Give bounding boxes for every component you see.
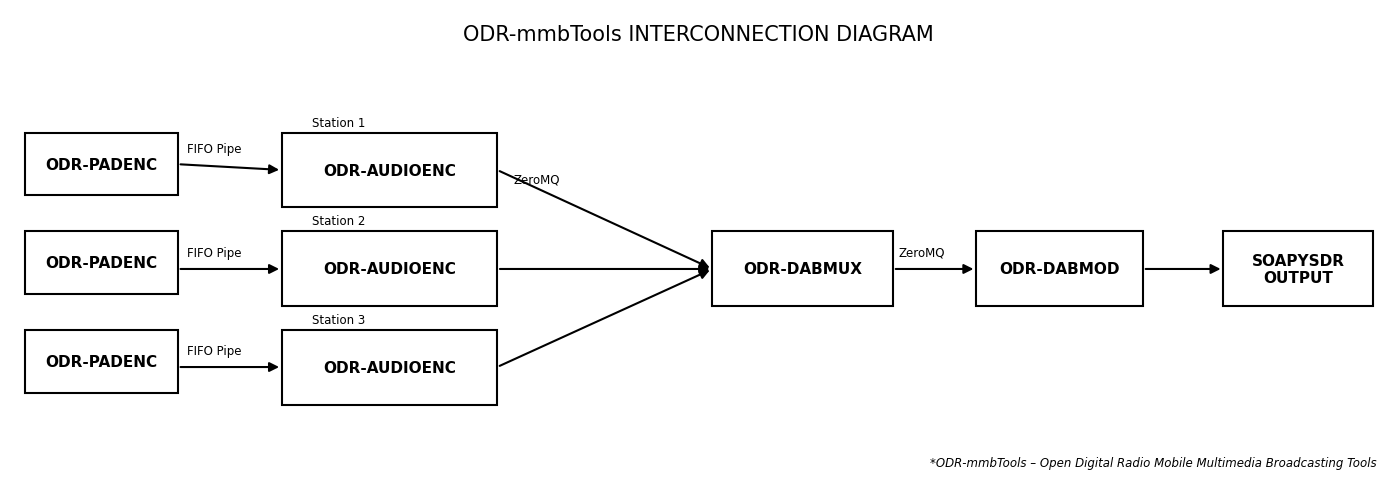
FancyBboxPatch shape: [282, 330, 497, 405]
FancyBboxPatch shape: [977, 232, 1143, 306]
Text: ODR-AUDIOENC: ODR-AUDIOENC: [323, 360, 455, 375]
FancyBboxPatch shape: [25, 232, 177, 294]
FancyBboxPatch shape: [282, 232, 497, 306]
Text: ODR-PADENC: ODR-PADENC: [45, 354, 158, 369]
Text: SOAPYSDR
OUTPUT: SOAPYSDR OUTPUT: [1252, 253, 1345, 285]
Text: *ODR-mmbTools – Open Digital Radio Mobile Multimedia Broadcasting Tools: *ODR-mmbTools – Open Digital Radio Mobil…: [929, 456, 1376, 469]
Text: FIFO Pipe: FIFO Pipe: [187, 142, 242, 155]
Text: FIFO Pipe: FIFO Pipe: [187, 246, 242, 259]
Text: ZeroMQ: ZeroMQ: [898, 246, 944, 259]
FancyBboxPatch shape: [25, 134, 177, 196]
Text: ZeroMQ: ZeroMQ: [514, 173, 560, 186]
Text: ODR-mmbTools INTERCONNECTION DIAGRAM: ODR-mmbTools INTERCONNECTION DIAGRAM: [464, 25, 933, 45]
FancyBboxPatch shape: [25, 330, 177, 393]
Text: ODR-AUDIOENC: ODR-AUDIOENC: [323, 262, 455, 277]
Text: Station 1: Station 1: [313, 117, 366, 130]
Text: FIFO Pipe: FIFO Pipe: [187, 345, 242, 358]
Text: ODR-AUDIOENC: ODR-AUDIOENC: [323, 163, 455, 178]
Text: ODR-PADENC: ODR-PADENC: [45, 256, 158, 271]
Text: Station 2: Station 2: [313, 215, 366, 228]
Text: Station 3: Station 3: [313, 313, 366, 326]
FancyBboxPatch shape: [1224, 232, 1373, 306]
Text: ODR-DABMUX: ODR-DABMUX: [743, 262, 862, 277]
Text: ODR-DABMOD: ODR-DABMOD: [999, 262, 1120, 277]
Text: ODR-PADENC: ODR-PADENC: [45, 157, 158, 172]
FancyBboxPatch shape: [712, 232, 893, 306]
FancyBboxPatch shape: [282, 134, 497, 208]
